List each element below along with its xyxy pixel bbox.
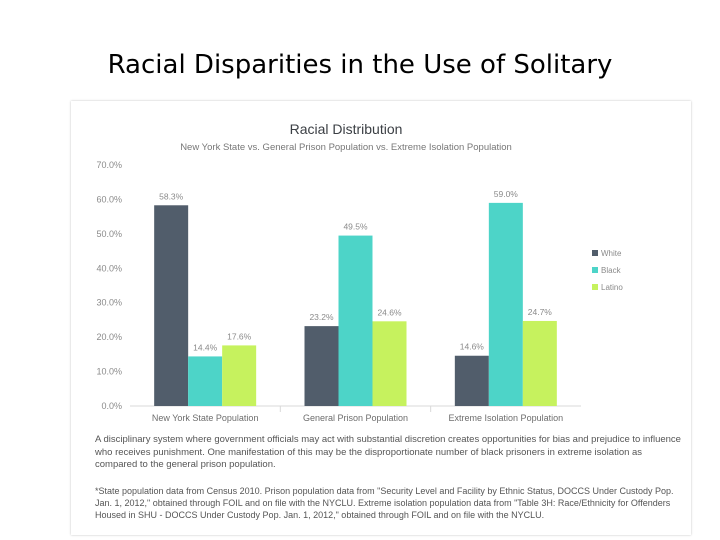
x-tick-label: New York State Population [152, 413, 259, 423]
bar-latino [522, 320, 557, 406]
legend-swatch-black [592, 267, 598, 273]
source-footnote: *State population data from Census 2010.… [95, 486, 674, 520]
data-label: 58.3% [159, 191, 184, 201]
bar-black [188, 356, 223, 406]
legend-swatch-white [592, 250, 598, 256]
legend-label-latino: Latino [601, 283, 623, 292]
bar-white [304, 326, 339, 406]
bar-latino [372, 321, 407, 406]
bar-black [338, 235, 373, 406]
chart-caption: A disciplinary system where government o… [95, 434, 681, 470]
x-tick-label: General Prison Population [303, 413, 408, 423]
data-label: 24.6% [377, 307, 402, 317]
y-tick-label: 40.0% [96, 263, 122, 273]
legend-swatch-latino [592, 284, 598, 290]
data-label: 14.6% [460, 342, 485, 352]
bar-black [488, 202, 523, 406]
legend-label-white: White [601, 249, 622, 258]
data-label: 59.0% [494, 189, 519, 199]
y-tick-label: 10.0% [96, 367, 122, 377]
data-label: 17.6% [227, 331, 252, 341]
y-tick-label: 50.0% [96, 229, 122, 239]
chart-subtitle: New York State vs. General Prison Popula… [180, 142, 512, 153]
y-tick-label: 60.0% [96, 194, 122, 204]
y-tick-label: 0.0% [101, 401, 122, 411]
data-label: 23.2% [309, 312, 334, 322]
y-tick-label: 30.0% [96, 298, 122, 308]
bars: 58.3% 14.4% 17.6% 23.2% 49.5% 24.6% 14.6% 59.0%… [154, 189, 557, 406]
chart-title: Racial Distribution [290, 121, 403, 137]
bar-latino [222, 345, 257, 406]
y-tick-label: 70.0% [96, 160, 122, 170]
data-label: 49.5% [343, 222, 368, 232]
chart-panel: Racial Distribution New York State vs. G… [71, 101, 691, 535]
x-tick-label: Extreme Isolation Population [449, 413, 564, 423]
bar-white [154, 205, 189, 406]
data-label: 14.4% [193, 342, 218, 352]
legend-label-black: Black [601, 266, 622, 275]
bar-white [454, 355, 489, 406]
slide-title: Racial Disparities in the Use of Solitar… [107, 50, 613, 80]
legend: White Black Latino [592, 249, 623, 292]
data-label: 24.7% [528, 307, 553, 317]
y-tick-label: 20.0% [96, 332, 122, 342]
bar-chart: Racial Distribution New York State vs. G… [96, 121, 623, 423]
